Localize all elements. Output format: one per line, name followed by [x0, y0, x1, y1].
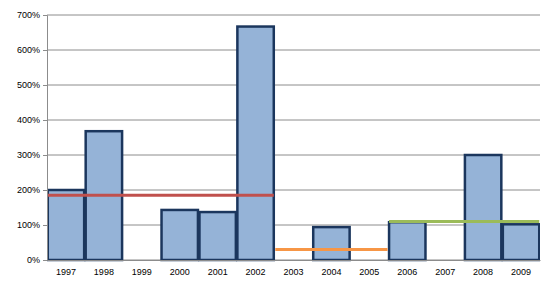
grid-line — [47, 15, 540, 16]
tick-mark — [43, 190, 47, 191]
x-tick: 2007 — [435, 260, 455, 277]
x-tick: 2009 — [511, 260, 531, 277]
y-axis: 0% 100% 200% 300% 400% 500% 600% 700% — [17, 10, 48, 265]
axis-line — [43, 16, 48, 261]
y-tick: 0% — [27, 255, 47, 265]
tick-label: 2001 — [208, 267, 228, 277]
tick-label: 1997 — [56, 267, 76, 277]
grid-line — [47, 50, 540, 51]
chart: 0%100%200%300%400%500%600%700%1997199819… — [0, 0, 550, 301]
bar — [465, 155, 501, 260]
tick-mark — [43, 120, 47, 121]
x-tick: 2002 — [246, 260, 266, 277]
x-tick: 2000 — [170, 260, 190, 277]
y-tick: 600% — [17, 45, 47, 55]
x-tick: 2001 — [208, 260, 228, 277]
average-line — [389, 220, 539, 223]
y-tick: 700% — [17, 10, 47, 20]
bar — [199, 212, 235, 260]
tick-label: 2008 — [473, 267, 493, 277]
plot-area: 0%100%200%300%400%500%600%700%1997199819… — [17, 10, 541, 277]
tick-label: 2004 — [321, 267, 341, 277]
tick-label: 600% — [17, 45, 40, 55]
tick-mark — [43, 260, 47, 261]
bar — [48, 190, 84, 260]
x-axis: 1997 1998 1999 2000 2001 2002 2003 2004 2005 2006… — [48, 260, 541, 277]
tick-label: 700% — [17, 10, 40, 20]
average-line — [48, 194, 274, 197]
tick-label: 0% — [27, 255, 40, 265]
x-tick: 2003 — [283, 260, 303, 277]
grid-line — [47, 120, 540, 121]
marks — [48, 27, 539, 260]
grid — [47, 15, 540, 260]
y-tick: 200% — [17, 185, 47, 195]
x-tick: 2008 — [473, 260, 493, 277]
y-tick: 300% — [17, 150, 47, 160]
bar — [162, 210, 198, 260]
x-tick: 2004 — [321, 260, 341, 277]
y-tick: 100% — [17, 220, 47, 230]
tick-label: 2007 — [435, 267, 455, 277]
x-tick: 1997 — [56, 260, 76, 277]
tick-mark — [43, 85, 47, 86]
average-line — [275, 248, 387, 251]
tick-label: 2000 — [170, 267, 190, 277]
tick-mark — [43, 50, 47, 51]
grid-line — [47, 85, 540, 86]
tick-label: 2005 — [359, 267, 379, 277]
tick-label: 2002 — [246, 267, 266, 277]
tick-label: 1999 — [132, 267, 152, 277]
tick-label: 2009 — [511, 267, 531, 277]
tick-label: 400% — [17, 115, 40, 125]
tick-mark — [43, 225, 47, 226]
axis-line — [48, 260, 541, 261]
tick-label: 500% — [17, 80, 40, 90]
tick-mark — [43, 15, 47, 16]
tick-label: 2006 — [397, 267, 417, 277]
bar — [389, 222, 425, 260]
x-tick: 2006 — [397, 260, 417, 277]
tick-label: 300% — [17, 150, 40, 160]
x-tick: 2005 — [359, 260, 379, 277]
tick-label: 100% — [17, 220, 40, 230]
y-tick: 500% — [17, 80, 47, 90]
x-tick: 1999 — [132, 260, 152, 277]
x-tick: 1998 — [94, 260, 114, 277]
tick-label: 1998 — [94, 267, 114, 277]
tick-mark — [43, 155, 47, 156]
tick-label: 2003 — [283, 267, 303, 277]
bar — [313, 227, 349, 260]
tick-label: 200% — [17, 185, 40, 195]
bar — [237, 27, 273, 260]
y-tick: 400% — [17, 115, 47, 125]
bar — [503, 224, 539, 260]
